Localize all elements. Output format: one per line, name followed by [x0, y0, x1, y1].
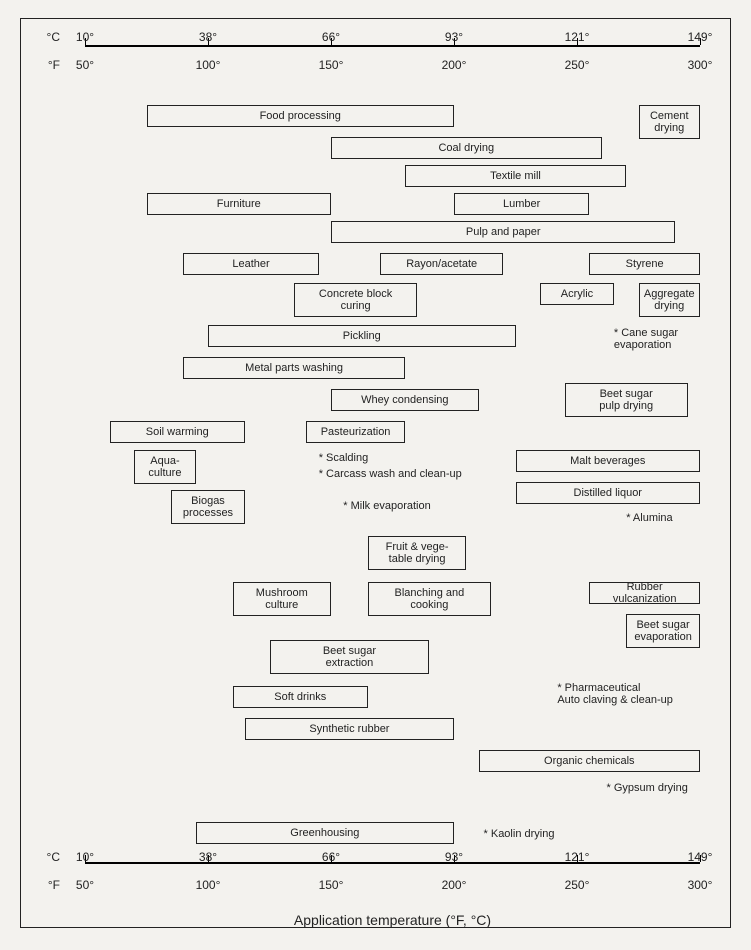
axis-tick-label: 50° [76, 58, 94, 72]
range-bar: Furniture [147, 193, 332, 215]
axis-unit-label: °F [0, 58, 60, 72]
range-bar: Rubber vulcanization [589, 582, 700, 604]
axis-line [85, 862, 700, 864]
point-label: * Pharmaceutical Auto claving & clean-up [557, 682, 673, 706]
range-bar: Beet sugarpulp drying [565, 383, 688, 417]
range-bar: Rayon/acetate [380, 253, 503, 275]
range-bar: Beet sugarevaporation [626, 614, 700, 648]
axis-tick-label: 149° [688, 850, 713, 864]
point-label: * Scalding [319, 452, 369, 464]
axis-line [85, 45, 700, 47]
axis-tick-label: 121° [565, 30, 590, 44]
axis-tick-label: 250° [565, 58, 590, 72]
range-bar: Cementdrying [639, 105, 701, 139]
axis-tick-label: 50° [76, 878, 94, 892]
point-label: * Alumina [626, 512, 672, 524]
range-bar: Food processing [147, 105, 455, 127]
range-bar: Blanching andcooking [368, 582, 491, 616]
range-bar: Acrylic [540, 283, 614, 305]
range-bar: Distilled liquor [516, 482, 701, 504]
axis-tick-label: 150° [319, 878, 344, 892]
axis-tick-label: 10° [76, 850, 94, 864]
range-bar: Pulp and paper [331, 221, 675, 243]
point-label: * Cane sugar evaporation [614, 327, 678, 351]
axis-tick-label: 10° [76, 30, 94, 44]
range-bar: Mushroomculture [233, 582, 331, 616]
axis-tick-label: 300° [688, 58, 713, 72]
point-label: * Kaolin drying [484, 828, 555, 840]
range-bar: Lumber [454, 193, 589, 215]
range-bar: Soft drinks [233, 686, 368, 708]
range-bar: Malt beverages [516, 450, 701, 472]
axis-unit-label: °F [0, 878, 60, 892]
range-bar: Pasteurization [306, 421, 404, 443]
range-bar: Biogasprocesses [171, 490, 245, 524]
axis-unit-label: °C [0, 30, 60, 44]
point-label: * Milk evaporation [343, 500, 430, 512]
range-bar: Metal parts washing [183, 357, 404, 379]
range-bar: Pickling [208, 325, 516, 347]
range-bar: Textile mill [405, 165, 626, 187]
axis-tick-label: 93° [445, 30, 463, 44]
axis-unit-label: °C [0, 850, 60, 864]
range-bar: Whey condensing [331, 389, 479, 411]
point-label: * Carcass wash and clean-up [319, 468, 462, 480]
axis-tick-label: 66° [322, 30, 340, 44]
axis-tick-label: 38° [199, 30, 217, 44]
range-bar: Organic chemicals [479, 750, 700, 772]
axis-tick-label: 121° [565, 850, 590, 864]
axis-tick-label: 150° [319, 58, 344, 72]
axis-tick-label: 38° [199, 850, 217, 864]
range-bar: Greenhousing [196, 822, 454, 844]
axis-tick-label: 250° [565, 878, 590, 892]
axis-tick-label: 200° [442, 878, 467, 892]
axis-tick-label: 100° [196, 878, 221, 892]
chart-canvas: 10° 38° 66° 93° 121° 149° °C 50° 100° 150° 200° 250… [0, 0, 751, 950]
axis-tick-label: 300° [688, 878, 713, 892]
axis-tick-label: 93° [445, 850, 463, 864]
axis-tick-label: 149° [688, 30, 713, 44]
axis-tick-label: 100° [196, 58, 221, 72]
range-bar: Synthetic rubber [245, 718, 454, 740]
range-bar: Leather [183, 253, 318, 275]
range-bar: Beet sugarextraction [270, 640, 430, 674]
point-label: * Gypsum drying [607, 782, 688, 794]
range-bar: Soil warming [110, 421, 245, 443]
range-bar: Fruit & vege-table drying [368, 536, 466, 570]
axis-tick-label: 66° [322, 850, 340, 864]
range-bar: Coal drying [331, 137, 602, 159]
range-bar: Styrene [589, 253, 700, 275]
range-bar: Concrete blockcuring [294, 283, 417, 317]
range-bar: Aggregatedrying [639, 283, 701, 317]
x-axis-title: Application temperature (°F, °C) [294, 912, 491, 928]
range-bar: Aqua-culture [134, 450, 196, 484]
axis-tick-label: 200° [442, 58, 467, 72]
